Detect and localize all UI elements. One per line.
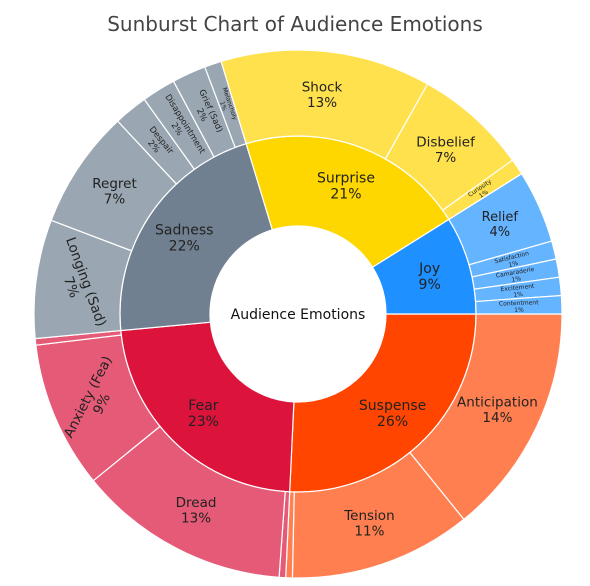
label-regret: Regret 7% <box>92 176 137 208</box>
label-dread: Dread 13% <box>176 495 217 527</box>
label-tension: Tension 11% <box>343 508 394 540</box>
label-suspense: Suspense 26% <box>359 398 426 430</box>
label-sadness: Sadness 22% <box>155 223 213 255</box>
label-fear: Fear 23% <box>188 398 219 430</box>
label-relief: Relief 4% <box>482 210 519 240</box>
label-shock: Shock 13% <box>302 79 343 111</box>
label-anticipation: Anticipation 14% <box>457 394 538 426</box>
label-contentment: Contentment1% <box>499 299 540 314</box>
label-surprise: Surprise 21% <box>317 171 375 203</box>
segment-joy-contentment[interactable] <box>474 294 563 315</box>
root-center <box>210 226 386 402</box>
label-excitement: Excitement1% <box>500 283 536 300</box>
label-joy: Joy 9% <box>418 261 441 293</box>
label-disbelief: Disbelief 7% <box>416 134 476 166</box>
root-label: Audience Emotions <box>231 307 366 323</box>
chart-title: Sunburst Chart of Audience Emotions <box>107 12 483 36</box>
